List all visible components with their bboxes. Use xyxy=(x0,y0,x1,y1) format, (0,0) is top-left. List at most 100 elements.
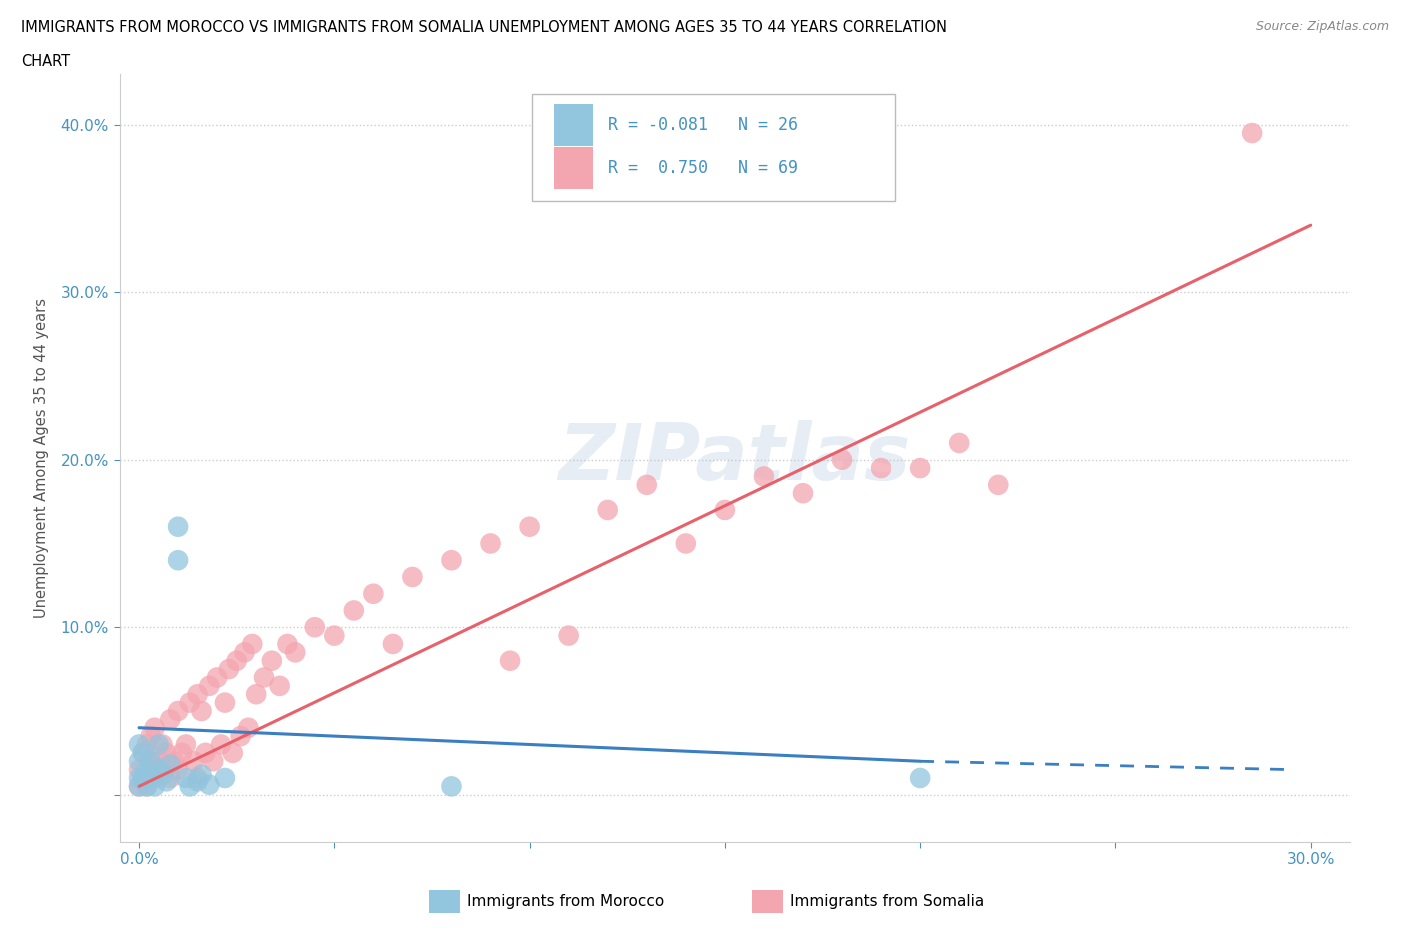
Point xyxy=(155,746,177,761)
Point xyxy=(128,779,150,794)
Point xyxy=(132,771,155,786)
Point xyxy=(908,771,931,786)
Point xyxy=(636,477,658,492)
Point xyxy=(675,536,697,551)
Point xyxy=(323,628,346,643)
Point xyxy=(148,754,170,769)
Point xyxy=(128,763,150,777)
Point xyxy=(198,777,221,792)
Point xyxy=(1241,126,1264,140)
Point xyxy=(276,636,298,651)
FancyBboxPatch shape xyxy=(554,103,593,146)
Point xyxy=(148,763,170,777)
Point xyxy=(792,485,814,500)
Point xyxy=(132,746,155,761)
Point xyxy=(214,771,236,786)
Point xyxy=(135,779,157,794)
Point xyxy=(908,460,931,475)
Point xyxy=(557,628,579,643)
Point xyxy=(128,737,150,752)
Point xyxy=(128,779,150,794)
Point xyxy=(159,771,181,786)
Point xyxy=(260,653,283,668)
FancyBboxPatch shape xyxy=(531,94,894,201)
Point xyxy=(190,703,212,718)
Point xyxy=(179,779,201,794)
Point xyxy=(148,737,170,752)
Point xyxy=(187,774,209,789)
Point xyxy=(187,686,209,701)
Point xyxy=(148,771,170,786)
FancyBboxPatch shape xyxy=(554,147,593,190)
Point xyxy=(190,767,212,782)
Point xyxy=(245,686,267,701)
Point xyxy=(159,757,181,772)
Point xyxy=(135,779,157,794)
Point xyxy=(284,644,307,659)
Point xyxy=(269,678,291,693)
Point xyxy=(128,771,150,786)
Point xyxy=(205,670,228,684)
Point xyxy=(225,653,247,668)
Point xyxy=(128,754,150,769)
Point xyxy=(304,619,326,634)
Point xyxy=(174,737,197,752)
Text: R =  0.750   N = 69: R = 0.750 N = 69 xyxy=(607,159,799,178)
Point xyxy=(596,502,619,517)
Point xyxy=(202,754,225,769)
Point xyxy=(752,469,775,484)
Point xyxy=(187,771,209,786)
Point xyxy=(440,552,463,567)
Point xyxy=(870,460,893,475)
Point xyxy=(831,452,853,467)
Point xyxy=(179,695,201,710)
Point xyxy=(229,729,252,744)
Text: Immigrants from Somalia: Immigrants from Somalia xyxy=(790,894,984,910)
Text: IMMIGRANTS FROM MOROCCO VS IMMIGRANTS FROM SOMALIA UNEMPLOYMENT AMONG AGES 35 TO: IMMIGRANTS FROM MOROCCO VS IMMIGRANTS FR… xyxy=(21,20,948,35)
Y-axis label: Unemployment Among Ages 35 to 44 years: Unemployment Among Ages 35 to 44 years xyxy=(35,298,49,618)
Point xyxy=(714,502,737,517)
Point xyxy=(163,754,186,769)
Point xyxy=(222,746,245,761)
Point xyxy=(167,519,190,534)
Point xyxy=(139,754,162,769)
Point xyxy=(948,435,970,450)
Point xyxy=(159,712,181,727)
Point xyxy=(499,653,522,668)
Point xyxy=(440,779,463,794)
Point xyxy=(132,746,155,761)
Point xyxy=(143,763,166,777)
Point xyxy=(240,636,263,651)
Point xyxy=(198,678,221,693)
Point xyxy=(152,737,174,752)
Point xyxy=(155,774,177,789)
Point xyxy=(519,519,541,534)
Point xyxy=(139,771,162,786)
Text: R = -0.081   N = 26: R = -0.081 N = 26 xyxy=(607,115,799,134)
Point xyxy=(143,779,166,794)
Point xyxy=(139,754,162,769)
Text: ZIPatlas: ZIPatlas xyxy=(558,420,911,496)
Text: Immigrants from Morocco: Immigrants from Morocco xyxy=(467,894,664,910)
Point xyxy=(253,670,276,684)
Point xyxy=(152,763,174,777)
Point xyxy=(209,737,232,752)
Point xyxy=(214,695,236,710)
Point xyxy=(167,552,190,567)
Text: Source: ZipAtlas.com: Source: ZipAtlas.com xyxy=(1256,20,1389,33)
Point xyxy=(135,763,157,777)
Point xyxy=(143,721,166,736)
Point xyxy=(343,603,366,618)
Point xyxy=(152,767,174,782)
Point xyxy=(401,569,423,584)
Point xyxy=(170,746,193,761)
Point xyxy=(238,721,260,736)
Point xyxy=(132,771,155,786)
Point xyxy=(218,661,240,676)
Point xyxy=(381,636,404,651)
Point xyxy=(135,737,157,752)
Point xyxy=(363,586,385,601)
Point xyxy=(194,746,217,761)
Point xyxy=(233,644,256,659)
Point xyxy=(174,771,197,786)
